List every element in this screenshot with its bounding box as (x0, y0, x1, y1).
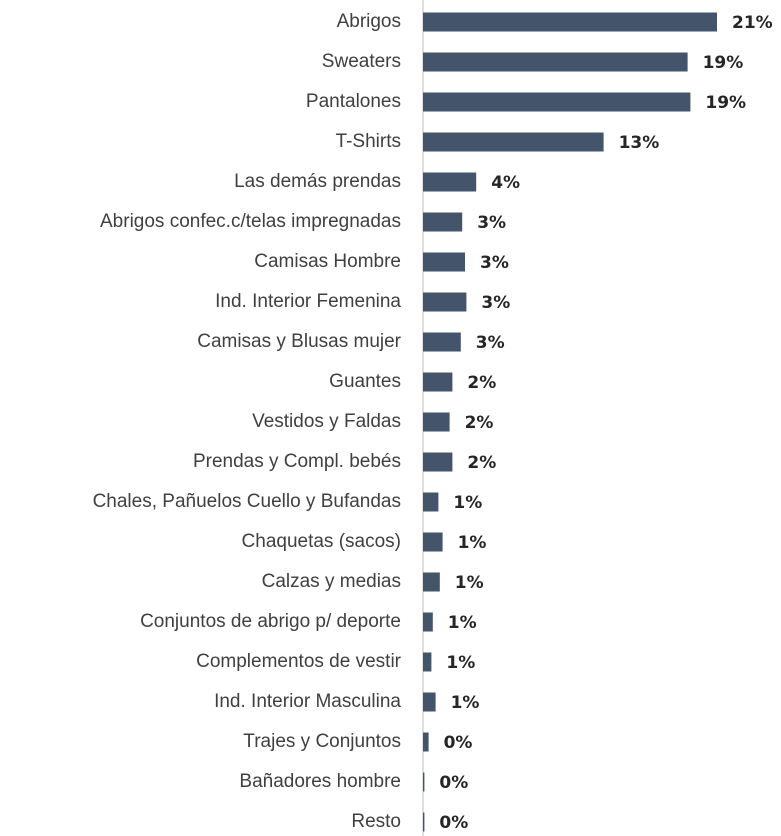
bar (423, 572, 440, 592)
bar (423, 292, 467, 312)
category-label: Conjuntos de abrigo p/ deporte (140, 611, 401, 632)
category-label: Prendas y Compl. bebés (193, 451, 401, 472)
category-label: T-Shirts (336, 131, 401, 152)
value-label: 1% (448, 613, 477, 633)
bar (423, 52, 688, 72)
bar (423, 652, 432, 672)
category-label: Ind. Interior Femenina (215, 291, 401, 312)
category-label: Chales, Pañuelos Cuello y Bufandas (93, 491, 401, 512)
value-label: 3% (481, 293, 510, 313)
bar (423, 812, 425, 832)
bar (423, 92, 691, 112)
bar (423, 412, 450, 432)
value-label: 19% (703, 53, 744, 73)
category-label: Abrigos (337, 11, 401, 32)
bar (423, 332, 461, 352)
category-label: Pantalones (306, 91, 401, 112)
bar (423, 132, 604, 152)
category-label: Trajes y Conjuntos (243, 731, 401, 752)
bar (423, 212, 463, 232)
category-label: Calzas y medias (262, 571, 401, 592)
value-label: 2% (467, 453, 496, 473)
value-label: 1% (451, 693, 480, 713)
bar (423, 172, 477, 192)
value-label: 1% (446, 653, 475, 673)
bar (423, 772, 425, 792)
value-label: 13% (619, 133, 660, 153)
value-label: 21% (732, 13, 773, 33)
bar (423, 452, 453, 472)
value-label: 1% (455, 573, 484, 593)
value-label: 0% (444, 733, 473, 753)
category-label: Abrigos confec.c/telas impregnadas (100, 211, 401, 232)
category-label: Vestidos y Faldas (252, 411, 401, 432)
category-label: Bañadores hombre (239, 771, 401, 792)
value-label: 3% (476, 333, 505, 353)
value-label: 3% (480, 253, 509, 273)
value-label: 19% (705, 93, 746, 113)
value-label: 4% (491, 173, 520, 193)
value-label: 2% (465, 413, 494, 433)
value-label: 0% (439, 813, 468, 833)
bar (423, 692, 436, 712)
bar (423, 612, 433, 632)
value-label: 2% (467, 373, 496, 393)
bar (423, 492, 439, 512)
category-label: Camisas Hombre (254, 251, 401, 272)
category-label: Chaquetas (sacos) (242, 531, 401, 552)
bar (423, 532, 443, 552)
bar (423, 732, 429, 752)
bar (423, 372, 453, 392)
value-label: 0% (439, 773, 468, 793)
bar (423, 252, 465, 272)
category-label: Resto (351, 811, 401, 832)
bar (423, 12, 717, 32)
category-label: Complementos de vestir (196, 651, 402, 672)
category-label: Las demás prendas (234, 171, 401, 192)
category-label: Camisas y Blusas mujer (197, 331, 401, 352)
category-label: Sweaters (322, 51, 401, 72)
value-label: 1% (453, 493, 482, 513)
category-label: Guantes (329, 371, 401, 392)
value-label: 1% (458, 533, 487, 553)
value-label: 3% (477, 213, 506, 233)
category-label: Ind. Interior Masculina (214, 691, 401, 712)
